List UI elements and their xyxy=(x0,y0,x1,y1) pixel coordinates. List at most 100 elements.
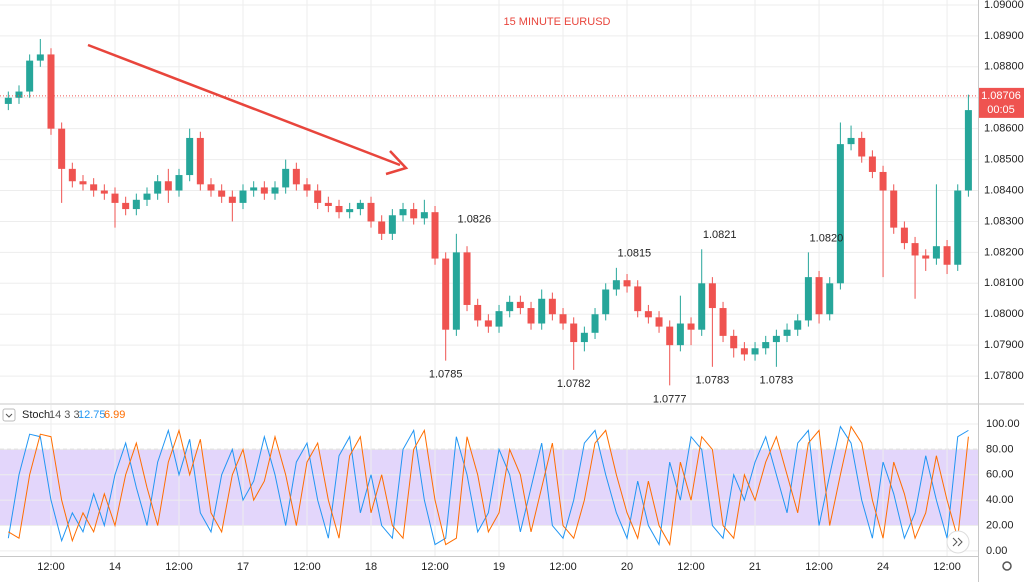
y-tick-label: 1.08500 xyxy=(984,153,1024,165)
candle-body xyxy=(207,184,215,191)
candle-body xyxy=(228,196,236,203)
scroll-button[interactable] xyxy=(946,530,970,554)
candle-body xyxy=(751,348,759,355)
candle-body xyxy=(474,304,482,321)
candle-body xyxy=(538,298,546,324)
candle-body xyxy=(79,181,87,185)
candle-body xyxy=(122,202,130,210)
candle-body xyxy=(303,184,311,191)
stoch-line xyxy=(8,425,969,547)
candle-body xyxy=(484,320,492,327)
candle-body xyxy=(591,314,599,333)
indicator-value: 12.75 xyxy=(78,409,106,421)
candle-body xyxy=(410,209,418,219)
candle-body xyxy=(964,110,972,191)
candle-body xyxy=(196,137,204,185)
y-tick-label: 1.09000 xyxy=(984,0,1024,11)
candle-body xyxy=(58,128,66,169)
x-tick-label: 21 xyxy=(749,561,761,573)
candle-body xyxy=(47,54,55,129)
price-annotation: 1.0821 xyxy=(703,229,737,241)
candle-body xyxy=(442,258,450,330)
collapse-button[interactable] xyxy=(2,408,16,422)
candle-body xyxy=(164,181,172,191)
candle-body xyxy=(143,193,151,200)
x-tick-label: 12:00 xyxy=(293,561,321,573)
candle-body xyxy=(36,54,44,61)
candle-body xyxy=(335,205,343,213)
price-annotation: 1.0783 xyxy=(696,375,730,387)
candle-body xyxy=(68,168,76,182)
x-tick-label: 12:00 xyxy=(549,561,577,573)
candle-body xyxy=(772,335,780,343)
candle-body xyxy=(378,221,386,234)
candle-body xyxy=(570,323,578,343)
candle-body xyxy=(399,209,407,216)
candle-body xyxy=(506,301,514,312)
x-tick-label: 12:00 xyxy=(677,561,705,573)
candle-body xyxy=(900,227,908,244)
candle-body xyxy=(186,137,194,176)
candle-body xyxy=(943,246,951,265)
y-tick-label: 1.07800 xyxy=(984,370,1024,382)
price-annotation: 1.0783 xyxy=(760,375,794,387)
candle-body xyxy=(26,60,34,92)
price-annotation: 1.0820 xyxy=(810,232,844,244)
candle-body xyxy=(495,311,503,327)
candle-body xyxy=(623,280,631,287)
indicator-value: 6.99 xyxy=(104,409,125,421)
stoch-tick-label: 60.00 xyxy=(986,469,1014,481)
candle-body xyxy=(954,190,962,265)
countdown-label: 00:05 xyxy=(987,104,1015,116)
x-tick-label: 12:00 xyxy=(933,561,961,573)
x-tick-label: 20 xyxy=(621,561,633,573)
candle-body xyxy=(847,137,855,145)
candle-body xyxy=(815,277,823,315)
y-tick-label: 1.08200 xyxy=(984,246,1024,258)
y-tick-label: 1.08100 xyxy=(984,277,1024,289)
y-tick-label: 1.07900 xyxy=(984,339,1024,351)
candle-body xyxy=(858,137,866,157)
candle-body xyxy=(111,193,119,203)
y-tick-label: 1.08300 xyxy=(984,215,1024,227)
candle-body xyxy=(719,308,727,336)
candle-body xyxy=(687,323,695,330)
x-tick-label: 19 xyxy=(493,561,505,573)
price-annotation: 1.0826 xyxy=(458,214,492,226)
scroll-icon xyxy=(952,537,963,547)
stoch-tick-label: 80.00 xyxy=(986,443,1014,455)
candle-body xyxy=(4,97,12,104)
candle-body xyxy=(740,348,748,355)
collapse-icon xyxy=(5,413,13,418)
candle-body xyxy=(367,202,375,222)
stoch-tick-label: 0.00 xyxy=(986,545,1007,557)
candle-body xyxy=(239,190,247,203)
candle-body xyxy=(292,168,300,185)
x-tick-label: 12:00 xyxy=(805,561,833,573)
last-price-label: 1.08706 xyxy=(981,90,1021,102)
settings-button[interactable] xyxy=(1002,561,1012,571)
candle-body xyxy=(548,298,556,315)
candle-body xyxy=(463,252,471,305)
stoch-tick-label: 40.00 xyxy=(986,494,1014,506)
candle-body xyxy=(730,335,738,349)
candle-body xyxy=(527,308,535,324)
candle-body xyxy=(420,212,428,219)
chart-title: 15 MINUTE EURUSD xyxy=(504,16,611,28)
candle-body xyxy=(644,311,652,318)
candle-body xyxy=(655,317,663,327)
x-tick-label: 12:00 xyxy=(421,561,449,573)
candle-body xyxy=(15,91,23,98)
candle-body xyxy=(868,156,876,172)
candle-body xyxy=(431,212,439,259)
candle-body xyxy=(260,187,268,194)
candle-body xyxy=(346,209,354,213)
candle-body xyxy=(932,246,940,259)
indicator-params: 14 3 3 xyxy=(49,409,80,421)
candle-body xyxy=(836,144,844,284)
stoch-tick-label: 20.00 xyxy=(986,519,1014,531)
candle-body xyxy=(634,286,642,312)
candle-body xyxy=(804,277,812,321)
trend-arrow xyxy=(87,43,401,167)
